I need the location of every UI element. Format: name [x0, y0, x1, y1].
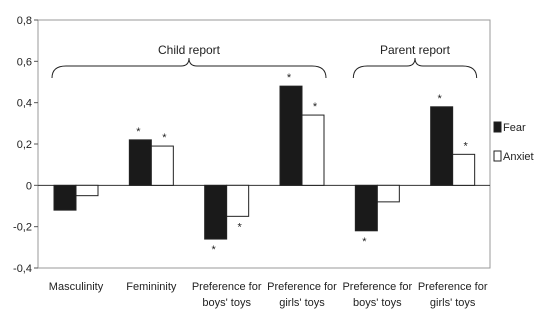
group-label: Parent report [380, 43, 451, 57]
x-category-label: Femininity [126, 281, 177, 293]
group-bracket [352, 57, 478, 79]
significance-star: * [212, 244, 217, 256]
bar-anxiety-4 [376, 184, 400, 203]
x-category-label: Preference for [267, 281, 337, 293]
plot-area: -0,4 -0,2 0 0,2 0,4 0,6 0,8 Masculinity * * Femini… [13, 15, 491, 309]
significance-star: * [464, 140, 469, 152]
x-category-label: Preference for [342, 281, 412, 293]
significance-star: * [313, 101, 318, 113]
x-category-label: Preference for [192, 281, 262, 293]
significance-star: * [287, 72, 292, 84]
significance-star: * [438, 93, 443, 105]
bar-fear-4 [354, 184, 378, 232]
bar-fear-2 [204, 184, 228, 240]
x-category-label: girls' toys [430, 297, 476, 309]
y-tick-label: 0,8 [17, 15, 32, 27]
legend-swatch-fear [493, 121, 502, 133]
y-tick-label: -0,4 [13, 263, 32, 275]
x-category-label: girls' toys [279, 297, 325, 309]
legend-label-anxiety: Anxiety [503, 151, 534, 163]
x-category-label: boys' toys [202, 297, 251, 309]
significance-star: * [162, 132, 167, 144]
bar-anxiety-1 [150, 145, 174, 186]
bar-anxiety-5 [452, 153, 476, 186]
bar-fear-0 [53, 184, 77, 211]
group-label: Child report [158, 43, 221, 57]
significance-star: * [362, 236, 367, 248]
bar-anxiety-3 [301, 114, 325, 186]
bar-fear-1 [128, 139, 152, 186]
x-category-label: boys' toys [353, 297, 402, 309]
y-tick-label: 0 [26, 180, 32, 192]
y-tick-label: 0,4 [17, 98, 32, 110]
x-category-label: Masculinity [49, 281, 104, 293]
bar-fear-3 [279, 85, 303, 186]
significance-star: * [136, 126, 141, 138]
y-tick-label: 0,6 [17, 56, 32, 68]
plot-frame [37, 19, 491, 269]
group-bracket [51, 57, 327, 79]
bar-anxiety-0 [75, 184, 99, 197]
legend-label-fear: Fear [503, 122, 526, 134]
legend-swatch-anxiety [493, 150, 502, 162]
legend: Fear Anxiety [493, 121, 534, 163]
y-tick-label: -0,2 [13, 222, 32, 234]
significance-star: * [238, 221, 243, 233]
bar-anxiety-2 [226, 184, 250, 217]
y-tick-label: 0,2 [17, 139, 32, 151]
bar-fear-5 [430, 106, 454, 186]
x-category-label: Preference for [418, 281, 488, 293]
